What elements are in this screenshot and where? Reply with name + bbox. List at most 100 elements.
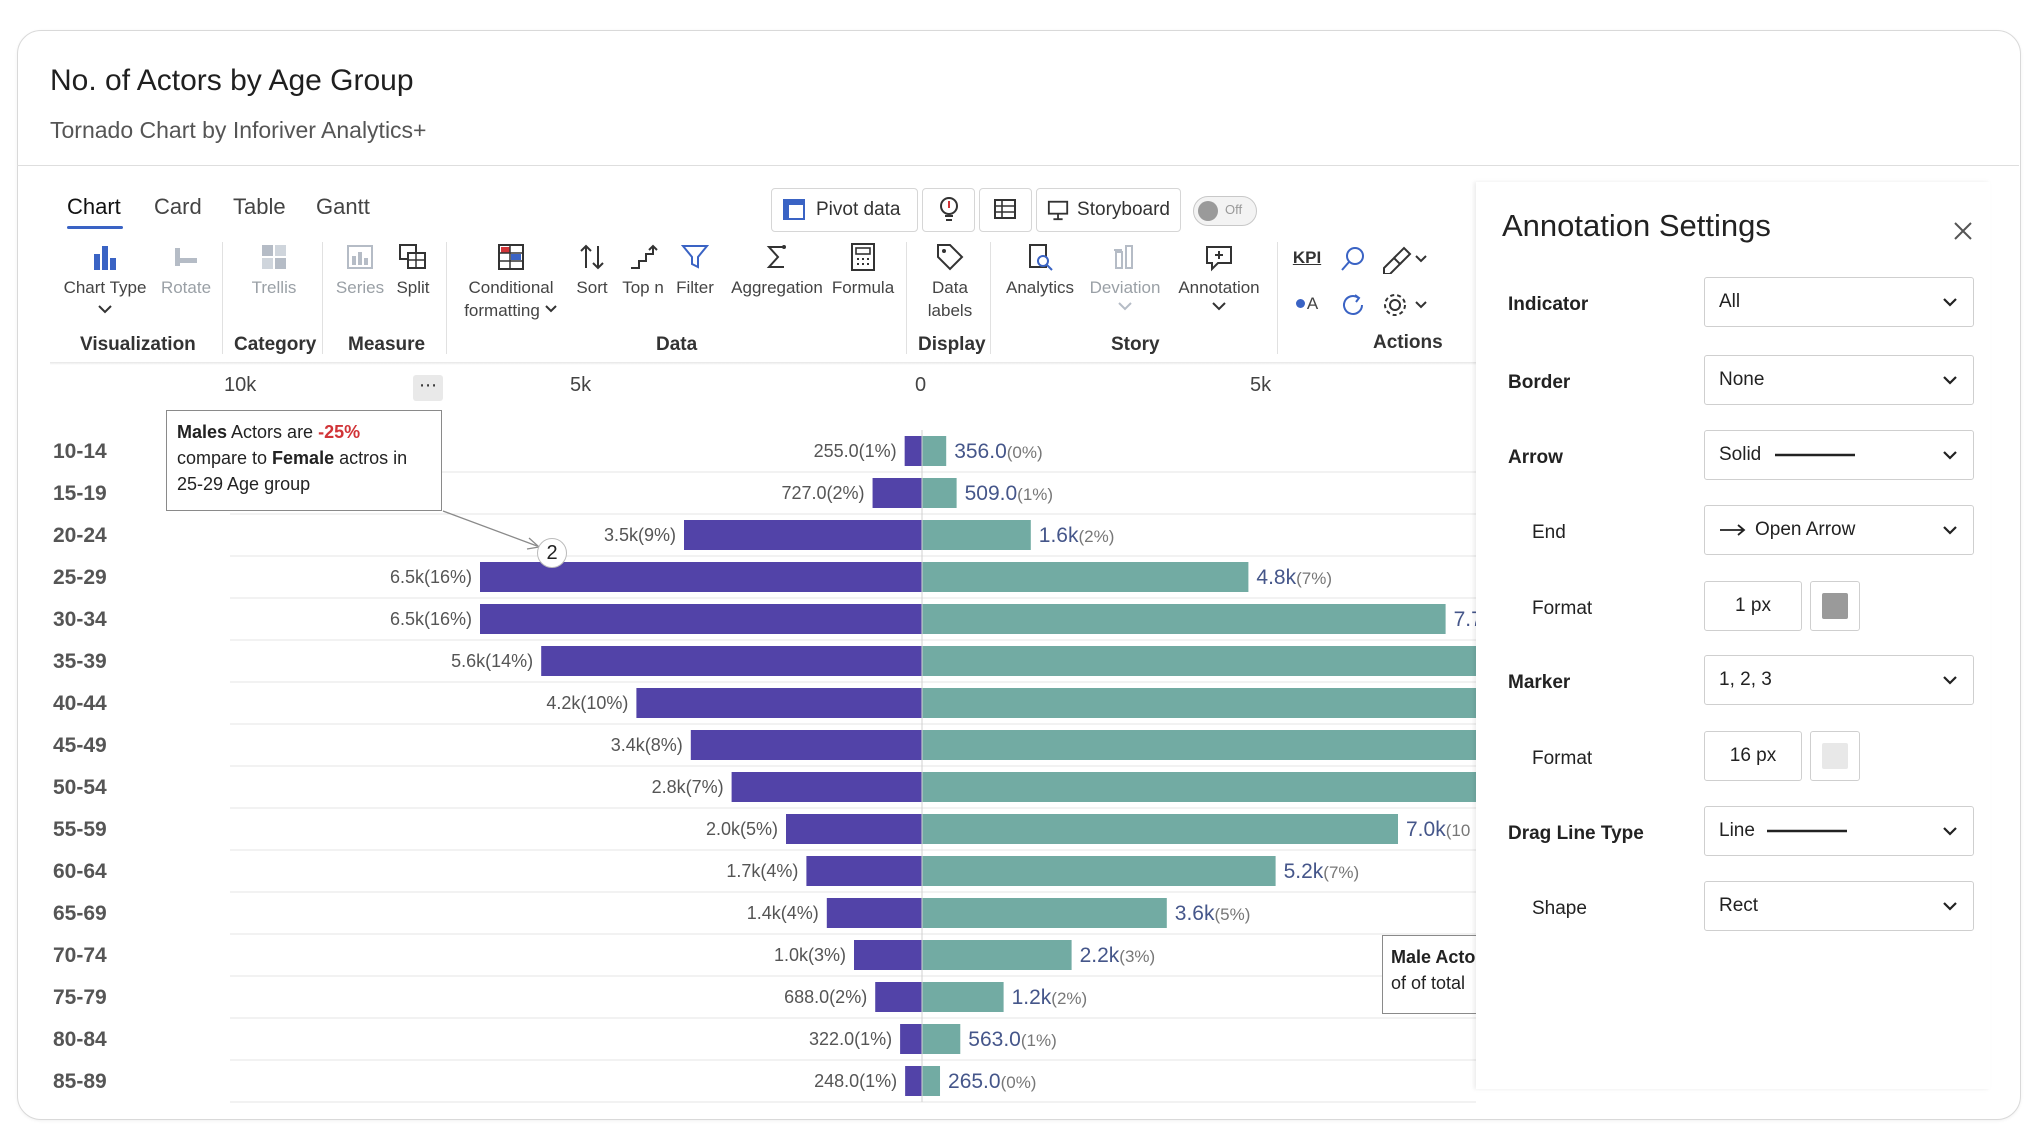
female-bar — [922, 562, 1249, 592]
refresh-icon[interactable] — [1338, 290, 1368, 320]
chevron-down-icon — [1943, 827, 1957, 836]
annotation-note[interactable]: Males Actors are -25% compare to Female … — [166, 410, 442, 511]
toggle-switch[interactable]: Off — [1193, 196, 1257, 226]
indicator-select[interactable]: All — [1704, 277, 1974, 327]
annotation-settings-panel: Annotation Settings Indicator All Border… — [1476, 182, 1990, 1089]
conditional-formatting-button[interactable]: Conditional formatting — [456, 242, 566, 322]
female-bar — [922, 646, 1476, 676]
arrow-value: Solid — [1719, 444, 1762, 465]
conditional-label-1: Conditional — [468, 278, 554, 297]
axis-tick: 0 — [915, 374, 927, 396]
category-label: 85-89 — [53, 1070, 107, 1093]
series-button[interactable]: Series — [334, 242, 386, 299]
sigma-icon — [766, 245, 786, 268]
chevron-down-icon — [1943, 526, 1957, 535]
data-labels-button[interactable]: Data labels — [920, 242, 980, 322]
category-label: 45-49 — [53, 734, 107, 757]
male-bar — [905, 1066, 922, 1096]
kpi-a-button[interactable]: A — [1290, 292, 1324, 315]
male-bar — [480, 604, 922, 634]
group-display: Display — [918, 334, 986, 355]
male-bar — [541, 646, 922, 676]
color-swatch — [1822, 593, 1848, 619]
edit-table-button[interactable] — [979, 188, 1032, 232]
chevron-down-icon — [1118, 302, 1132, 311]
close-icon[interactable] — [1952, 220, 1974, 245]
male-bar — [690, 730, 922, 760]
female-data-label: 265.0(0%) — [948, 1070, 1036, 1093]
tab-table[interactable]: Table — [233, 194, 286, 219]
formula-button[interactable]: Formula — [830, 242, 896, 299]
kpi-button[interactable]: KPI — [1290, 246, 1324, 269]
series-label: Series — [335, 278, 385, 297]
aggregation-button[interactable]: Aggregation — [726, 242, 828, 299]
pivot-data-button[interactable]: Pivot data — [771, 188, 918, 232]
tab-chart[interactable]: Chart — [67, 194, 121, 219]
male-data-label: 255.0(1%) — [814, 441, 897, 461]
insights-button[interactable] — [922, 188, 975, 232]
analytics-button[interactable]: Analytics — [1002, 242, 1078, 299]
deviation-button[interactable]: Deviation — [1084, 242, 1166, 317]
arrow-width-input[interactable]: 1 px — [1704, 581, 1802, 631]
end-select[interactable]: Open Arrow — [1704, 505, 1974, 555]
category-label: 25-29 — [53, 566, 107, 589]
marker-format-label: Format — [1532, 748, 1593, 769]
group-data: Data — [656, 334, 698, 355]
axis-tick: 10k — [224, 374, 257, 396]
marker-size-input[interactable]: 16 px — [1704, 731, 1802, 781]
gear-icon[interactable] — [1380, 290, 1430, 320]
aggregation-label: Aggregation — [731, 278, 823, 297]
male-bar — [875, 982, 922, 1012]
male-data-label: 1.4k(4%) — [747, 903, 819, 923]
trellis-button[interactable]: Trellis — [246, 242, 302, 299]
category-label: 15-19 — [53, 482, 107, 505]
male-bar — [684, 520, 922, 550]
storyboard-button[interactable]: Storyboard — [1036, 188, 1181, 232]
category-label: 20-24 — [53, 524, 107, 547]
sort-icon — [580, 244, 604, 270]
tab-gantt[interactable]: Gantt — [316, 194, 370, 219]
shape-select[interactable]: Rect — [1704, 881, 1974, 931]
more-options-button[interactable]: ⋯ — [413, 375, 443, 401]
top-n-icon — [631, 244, 658, 269]
category-label: 70-74 — [53, 944, 107, 967]
male-bar — [826, 898, 922, 928]
female-data-label: 7.7 — [1454, 608, 1476, 631]
male-data-label: 3.5k(9%) — [604, 525, 676, 545]
male-data-label: 6.5k(16%) — [390, 609, 472, 629]
female-bar — [922, 1066, 941, 1096]
axis-tick: 5k — [570, 374, 592, 396]
search-icon[interactable] — [1338, 244, 1368, 274]
split-button[interactable]: Split — [390, 242, 436, 299]
sort-button[interactable]: Sort — [570, 242, 614, 299]
marker-select[interactable]: 1, 2, 3 — [1704, 655, 1974, 705]
annotation-variance: -25% — [318, 422, 361, 442]
top-n-button[interactable]: Top n — [618, 242, 668, 299]
annotation-button[interactable]: Annotation — [1172, 242, 1266, 317]
female-bar — [922, 520, 1031, 550]
male-data-label: 4.2k(10%) — [546, 693, 628, 713]
border-select[interactable]: None — [1704, 355, 1974, 405]
male-data-label: 1.0k(3%) — [774, 945, 846, 965]
male-data-label: 6.5k(16%) — [390, 567, 472, 587]
tab-card[interactable]: Card — [154, 194, 202, 219]
male-data-label: 322.0(1%) — [809, 1029, 892, 1049]
drag-line-type-select[interactable]: Line — [1704, 806, 1974, 856]
arrow-select[interactable]: Solid — [1704, 430, 1974, 480]
separator — [222, 242, 223, 354]
category-label: 10-14 — [53, 440, 107, 463]
filter-button[interactable]: Filter — [672, 242, 718, 299]
male-data-label: 2.8k(7%) — [652, 777, 724, 797]
marker-color-picker[interactable] — [1810, 731, 1860, 781]
female-bar — [922, 772, 1476, 802]
annotation-marker[interactable]: 2 — [537, 538, 567, 568]
panel-title: Annotation Settings — [1502, 208, 1771, 243]
chart-type-button[interactable]: Chart Type — [60, 242, 150, 320]
arrow-color-picker[interactable] — [1810, 581, 1860, 631]
category-label: 80-84 — [53, 1028, 107, 1051]
paint-brush-icon[interactable] — [1380, 244, 1430, 274]
deviation-icon — [1114, 245, 1133, 269]
rotate-button[interactable]: Rotate — [156, 242, 216, 299]
male-data-label: 3.4k(8%) — [611, 735, 683, 755]
female-bar — [922, 604, 1446, 634]
